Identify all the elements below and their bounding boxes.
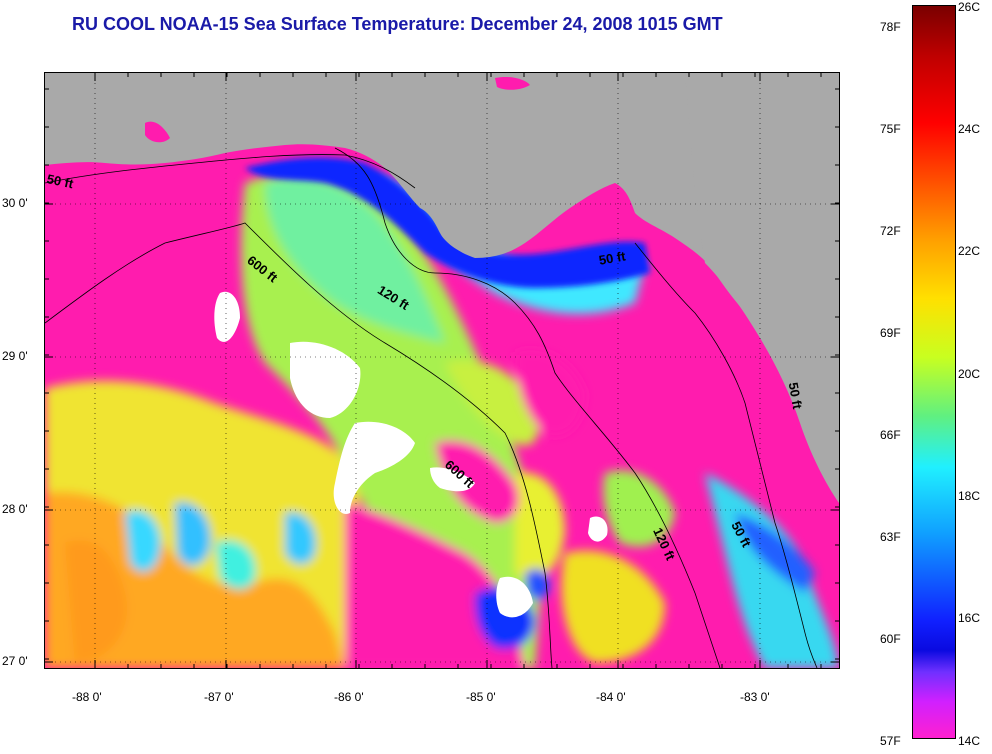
colorbar-c-14: 14C (958, 734, 981, 748)
land-mass (45, 73, 839, 493)
colorbar-f-72: 72F (880, 224, 901, 238)
lon-label-85: -85 0' (466, 690, 496, 704)
lat-label-27: 27 0' (2, 654, 28, 668)
colorbar-f-75: 75F (880, 122, 901, 136)
colorbar-f-78: 78F (880, 20, 901, 34)
map-graticule (45, 73, 839, 668)
colorbar-f-57: 57F (880, 734, 901, 748)
cold-coastal-band (245, 157, 650, 288)
inland-water (495, 76, 530, 90)
lat-label-28: 28 0' (2, 502, 28, 516)
colorbar-c-22: 22C (958, 244, 981, 258)
colorbar-f-69: 69F (880, 326, 901, 340)
depth-contours (45, 147, 818, 668)
map-title: RU COOL NOAA-15 Sea Surface Temperature:… (72, 14, 723, 34)
lon-label-84: -84 0' (596, 690, 626, 704)
colorbar-f-66: 66F (880, 428, 901, 442)
colorbar-c-24: 24C (958, 122, 981, 136)
lon-label-83: -83 0' (740, 690, 770, 704)
colorbar-c-26: 26C (958, 0, 981, 14)
cloud-patches (214, 123, 608, 618)
lat-label-30: 30 0' (2, 196, 28, 210)
florida-land (685, 73, 839, 503)
temperature-colorbar (912, 5, 956, 739)
colorbar-f-63: 63F (880, 530, 901, 544)
coastal-bay (145, 121, 170, 143)
sst-map-image (45, 73, 839, 668)
lon-label-86: -86 0' (334, 690, 364, 704)
colorbar-c-16: 16C (958, 611, 981, 625)
colorbar-c-18: 18C (958, 489, 981, 503)
lon-label-88: -88 0' (72, 690, 102, 704)
lat-label-29: 29 0' (2, 349, 28, 363)
colorbar-c-20: 20C (958, 367, 981, 381)
sst-map: 50 ft 600 ft 120 ft 50 ft 600 ft 120 ft … (44, 72, 840, 669)
colorbar-f-60: 60F (880, 632, 901, 646)
lon-label-87: -87 0' (204, 690, 234, 704)
